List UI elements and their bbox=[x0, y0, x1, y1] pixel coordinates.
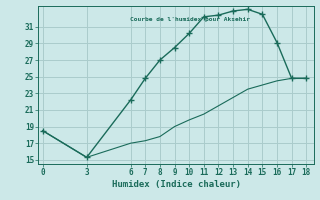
X-axis label: Humidex (Indice chaleur): Humidex (Indice chaleur) bbox=[111, 180, 241, 189]
Text: Courbe de l'humidex pour Aksehir: Courbe de l'humidex pour Aksehir bbox=[130, 17, 250, 22]
